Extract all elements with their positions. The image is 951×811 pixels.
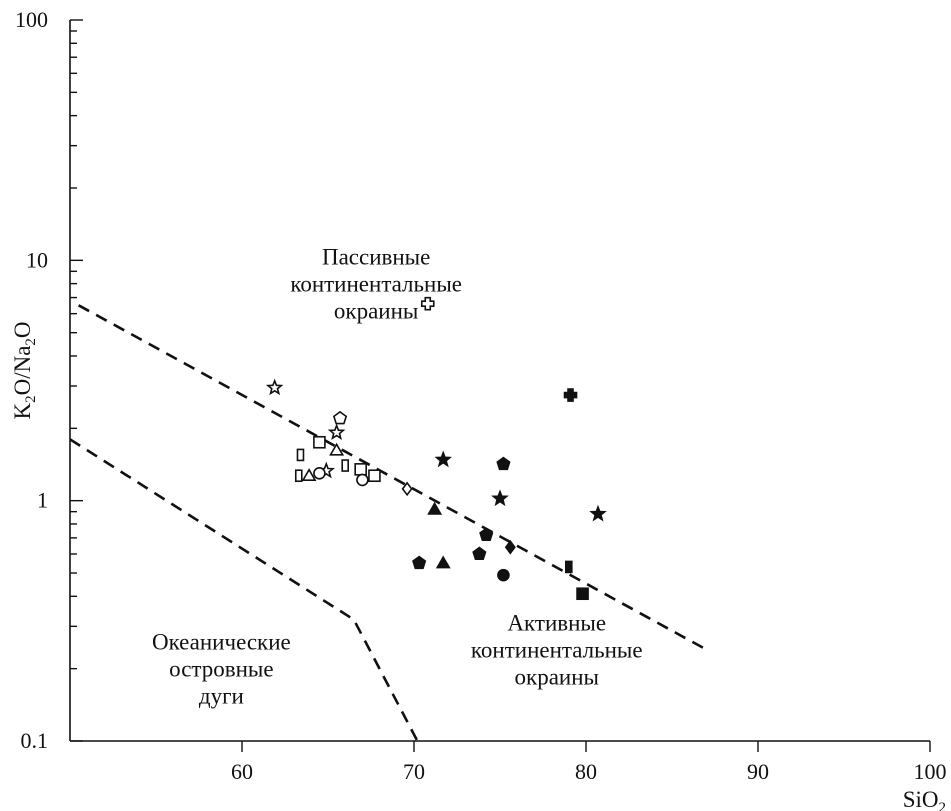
- region-label-line: континентальные: [471, 638, 643, 663]
- region-label-line: Активные: [507, 611, 606, 636]
- y-tick-label: 100: [15, 7, 48, 32]
- open-star-point: [265, 378, 284, 396]
- filled-pentagon-point: [472, 546, 487, 561]
- region-label-line: окраины: [515, 665, 599, 690]
- x-tick-label: 80: [575, 759, 597, 784]
- y-tick-label: 0.1: [21, 728, 49, 753]
- filled-rect-point: [564, 560, 573, 574]
- open-rect-point: [294, 469, 303, 483]
- x-tick-label: 90: [747, 759, 769, 784]
- open-circle-point: [356, 473, 369, 487]
- open-square-point: [368, 469, 381, 483]
- region-label-line: окраины: [334, 299, 418, 324]
- boundary-lines: [69, 304, 708, 742]
- open-diamond-point: [401, 481, 413, 497]
- boundary-line: [77, 304, 708, 651]
- region-label-line: Пассивные: [322, 245, 430, 270]
- open-square-point: [354, 463, 367, 476]
- filled-circle-point: [497, 568, 510, 582]
- open-triangle-point: [329, 442, 345, 456]
- open-rect-point: [341, 459, 350, 472]
- open-circle-point: [313, 466, 326, 480]
- filled-star-point: [589, 504, 607, 522]
- open-cross-point: [420, 296, 435, 311]
- open-rect-point: [296, 448, 305, 462]
- tick-labels: 0.1 1 10 100 60 70 80 90 100: [15, 7, 947, 784]
- filled-diamond-point: [504, 539, 516, 555]
- region-label-line: Океанические: [152, 630, 291, 655]
- axes: [69, 20, 930, 742]
- region-label-line: дуги: [199, 684, 244, 709]
- region-label-line: континентальные: [290, 272, 462, 297]
- region-labels: ПассивныеконтинентальныеокраиныОкеаничес…: [152, 245, 643, 709]
- filled-triangle-point: [427, 501, 443, 515]
- y-axis-title: K2O/Na2O: [10, 321, 39, 419]
- ticks: [70, 19, 931, 752]
- axis-titles: K2O/Na2O SiO2: [10, 321, 946, 811]
- open-pentagon-point: [332, 410, 348, 425]
- open-square-point: [313, 435, 326, 449]
- filled-cross-point: [563, 388, 578, 402]
- data-points: [265, 296, 607, 601]
- filled-pentagon-point: [496, 456, 511, 471]
- filled-triangle-point: [435, 555, 451, 569]
- y-tick-label: 1: [37, 488, 48, 513]
- region-label-line: островные: [169, 657, 273, 682]
- boundary-line: [69, 438, 419, 742]
- x-tick-label: 100: [914, 759, 947, 784]
- x-axis-title: SiO2: [903, 787, 946, 811]
- filled-square-point: [576, 587, 589, 601]
- filled-star-point: [434, 450, 452, 468]
- filled-pentagon-point: [412, 555, 427, 570]
- y-tick-label: 10: [26, 247, 48, 272]
- filled-pentagon-point: [479, 527, 494, 542]
- x-tick-label: 70: [403, 759, 425, 784]
- x-tick-label: 60: [231, 759, 253, 784]
- open-star-point: [327, 423, 346, 440]
- filled-star-point: [491, 489, 509, 507]
- open-triangle-point: [301, 468, 317, 482]
